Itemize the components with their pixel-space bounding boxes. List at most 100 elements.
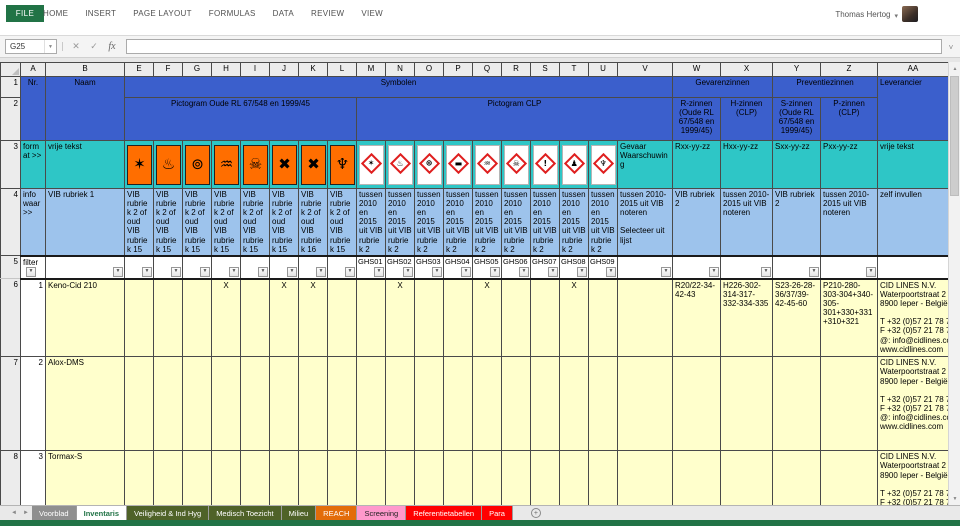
row-header-8[interactable]: 8: [0, 450, 21, 505]
cell-A3[interactable]: format >>: [20, 140, 46, 189]
col-header-R[interactable]: R: [501, 62, 531, 77]
row-header-2[interactable]: 2: [0, 97, 21, 141]
cell-G3[interactable]: ⊚: [182, 140, 212, 189]
cell-X7[interactable]: [720, 356, 773, 452]
cell-Z7[interactable]: [820, 356, 878, 452]
file-button[interactable]: FILE: [6, 5, 44, 22]
cell-leverancier-header[interactable]: Leverancier: [877, 76, 948, 141]
cell-Q8[interactable]: [472, 450, 502, 505]
filter-dropdown-icon[interactable]: [26, 266, 36, 277]
cell-I8[interactable]: [240, 450, 270, 505]
cell-E7[interactable]: [124, 356, 154, 452]
filter-dropdown-icon[interactable]: [490, 266, 500, 277]
insert-function-icon[interactable]: fx: [108, 41, 116, 52]
cell-V4[interactable]: tussen 2010-2015 uit VIB noteren Selecte…: [617, 187, 673, 257]
cell-X8[interactable]: [720, 450, 773, 505]
sheet-tab-screening[interactable]: Screening: [357, 506, 407, 520]
sheet-tab-inventaris[interactable]: Inventaris: [76, 506, 128, 520]
cell-F3[interactable]: ♨: [153, 140, 183, 189]
cell-T6[interactable]: X: [559, 278, 589, 358]
enter-icon[interactable]: [86, 39, 102, 54]
col-header-Z[interactable]: Z: [820, 62, 878, 77]
cell-U4[interactable]: tussen 2010 en 2015 uit VIB rubriek 2: [588, 187, 618, 257]
cell-Y6[interactable]: S23-26-28-36/37/39-42-45-60: [772, 278, 821, 358]
cell-AA5[interactable]: [877, 254, 948, 280]
cell-U3[interactable]: ♆: [588, 140, 618, 189]
cell-V3[interactable]: Gevaar Waarschuwing: [617, 140, 673, 189]
cell-R3[interactable]: ☠: [501, 140, 531, 189]
cell-V6[interactable]: [617, 278, 673, 358]
cell-P5[interactable]: GHS04: [443, 254, 473, 280]
name-box[interactable]: G25: [5, 39, 57, 54]
select-all-corner[interactable]: [0, 62, 21, 77]
cell-Z5[interactable]: [820, 254, 878, 280]
cell-S8[interactable]: [530, 450, 560, 505]
cell-symbolen-header[interactable]: Symbolen: [124, 76, 673, 98]
filter-dropdown-icon[interactable]: [258, 266, 268, 277]
cell-H8[interactable]: [211, 450, 241, 505]
cell-Y5[interactable]: [772, 254, 821, 280]
cell-K5[interactable]: [298, 254, 328, 280]
cell-O6[interactable]: [414, 278, 444, 358]
cell-E5[interactable]: [124, 254, 154, 280]
cell-AA4[interactable]: zelf invullen: [877, 187, 948, 257]
row-header-6[interactable]: 6: [0, 278, 21, 358]
cell-T5[interactable]: GHS08: [559, 254, 589, 280]
cell-R7[interactable]: [501, 356, 531, 452]
cell-U6[interactable]: [588, 278, 618, 358]
cell-AA7[interactable]: CID LINES N.V. Waterpoortstraat 2 8900 I…: [877, 356, 948, 452]
cell-E6[interactable]: [124, 278, 154, 358]
cell-G5[interactable]: [182, 254, 212, 280]
cell-T7[interactable]: [559, 356, 589, 452]
row-header-7[interactable]: 7: [0, 356, 21, 452]
filter-dropdown-icon[interactable]: [761, 266, 771, 277]
cell-preventiezinnen-header[interactable]: Preventiezinnen: [772, 76, 878, 98]
ribbon-tab-formulas[interactable]: FORMULAS: [208, 9, 256, 18]
cell-s-zinnen-header[interactable]: S-zinnen (Oude RL 67/548 en 1999/45): [772, 97, 821, 141]
cell-T4[interactable]: tussen 2010 en 2015 uit VIB rubriek 2: [559, 187, 589, 257]
cell-U5[interactable]: GHS09: [588, 254, 618, 280]
cell-L7[interactable]: [327, 356, 357, 452]
col-header-M[interactable]: M: [356, 62, 386, 77]
filter-dropdown-icon[interactable]: [345, 266, 355, 277]
cell-A8[interactable]: 3: [20, 450, 46, 505]
cell-K3[interactable]: ✖: [298, 140, 328, 189]
cell-R8[interactable]: [501, 450, 531, 505]
cell-I6[interactable]: [240, 278, 270, 358]
scrollbar-thumb[interactable]: [950, 76, 959, 196]
row-header-1[interactable]: 1: [0, 76, 21, 98]
cell-H4[interactable]: VIB rubriek 2 of oud VIB rubriek 15: [211, 187, 241, 257]
col-header-W[interactable]: W: [672, 62, 721, 77]
cell-A4[interactable]: info waar >>: [20, 187, 46, 257]
cell-S4[interactable]: tussen 2010 en 2015 uit VIB rubriek 2: [530, 187, 560, 257]
cell-O8[interactable]: [414, 450, 444, 505]
cell-p-zinnen-header[interactable]: P-zinnen (CLP): [820, 97, 878, 141]
cell-L6[interactable]: [327, 278, 357, 358]
col-header-H[interactable]: H: [211, 62, 241, 77]
cell-F4[interactable]: VIB rubriek 2 of oud VIB rubriek 15: [153, 187, 183, 257]
cell-H5[interactable]: [211, 254, 241, 280]
row-header-5[interactable]: 5: [0, 255, 21, 280]
filter-dropdown-icon[interactable]: [809, 266, 819, 277]
cell-F8[interactable]: [153, 450, 183, 505]
col-header-A[interactable]: A: [20, 62, 46, 77]
col-header-E[interactable]: E: [124, 62, 154, 77]
filter-dropdown-icon[interactable]: [200, 266, 210, 277]
vertical-scrollbar[interactable]: [948, 62, 960, 505]
cell-J3[interactable]: ✖: [269, 140, 299, 189]
cell-AA3[interactable]: vrije tekst: [877, 140, 948, 189]
sheet-nav-left-icon[interactable]: [8, 506, 20, 520]
cell-R4[interactable]: tussen 2010 en 2015 uit VIB rubriek 2: [501, 187, 531, 257]
cell-A7[interactable]: 2: [20, 356, 46, 452]
col-header-K[interactable]: K: [298, 62, 328, 77]
cell-W6[interactable]: R20/22-34-42-43: [672, 278, 721, 358]
cell-Q7[interactable]: [472, 356, 502, 452]
cell-O7[interactable]: [414, 356, 444, 452]
col-header-Y[interactable]: Y: [772, 62, 821, 77]
cell-J6[interactable]: X: [269, 278, 299, 358]
col-header-O[interactable]: O: [414, 62, 444, 77]
cell-G7[interactable]: [182, 356, 212, 452]
cell-T8[interactable]: [559, 450, 589, 505]
col-header-B[interactable]: B: [45, 62, 125, 77]
cell-B3[interactable]: vrije tekst: [45, 140, 125, 189]
